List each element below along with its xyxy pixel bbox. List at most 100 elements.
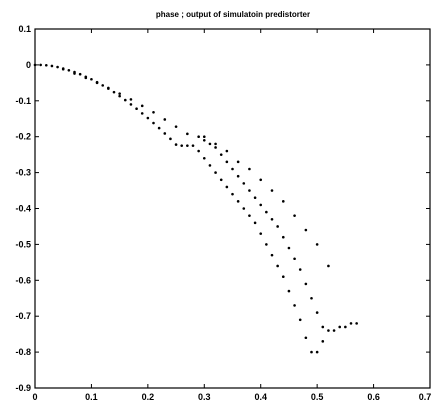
data-point <box>265 243 268 246</box>
x-tick-label: 0.2 <box>142 392 155 402</box>
data-point <box>355 322 358 325</box>
y-tick-label: -0.4 <box>15 204 31 214</box>
data-point <box>304 228 308 232</box>
y-tick-label: -0.1 <box>15 96 31 106</box>
data-point <box>298 318 302 322</box>
data-point <box>174 143 178 146</box>
data-point <box>304 282 308 286</box>
data-point <box>78 72 82 76</box>
data-point <box>214 171 217 174</box>
data-point <box>95 81 99 85</box>
data-point <box>152 110 155 114</box>
data-point <box>248 189 251 192</box>
data-point <box>236 160 240 164</box>
data-point <box>248 214 251 217</box>
data-point <box>332 329 336 332</box>
y-tick-label: 0.1 <box>18 24 31 34</box>
data-point <box>259 178 263 182</box>
data-point <box>73 72 76 75</box>
data-point <box>321 340 325 343</box>
data-point <box>270 253 274 257</box>
data-point <box>174 125 178 128</box>
data-point <box>56 65 59 69</box>
data-point <box>293 257 296 261</box>
data-point <box>259 232 263 235</box>
data-point <box>123 98 127 102</box>
data-point <box>310 296 313 300</box>
data-point <box>248 167 251 171</box>
y-tick-label: -0.3 <box>15 168 31 178</box>
data-point <box>225 149 229 153</box>
data-point <box>349 322 353 325</box>
data-point <box>157 126 161 130</box>
data-point <box>129 103 133 106</box>
y-axis-ticks: 0.1 0 -0.1 -0.2 -0.3 -0.4 -0.5 -0.6 -0.7 -0.8 -0.9 <box>15 24 430 393</box>
data-point <box>208 164 212 167</box>
x-tick-label: 0.7 <box>419 392 432 402</box>
data-point <box>84 76 88 80</box>
data-point <box>281 235 285 239</box>
data-point <box>327 329 330 332</box>
data-point <box>276 264 279 268</box>
data-point <box>270 217 274 221</box>
x-tick-label: 0.6 <box>367 392 380 402</box>
y-tick-label: 0 <box>26 60 31 70</box>
data-point <box>225 185 229 189</box>
data-point <box>287 289 291 293</box>
data-point <box>197 135 200 138</box>
data-point <box>236 174 240 178</box>
data-point <box>61 67 65 71</box>
plot-frame <box>34 28 431 389</box>
data-point <box>293 214 296 217</box>
data-point <box>344 325 347 329</box>
data-point <box>67 68 71 72</box>
data-point <box>202 138 206 142</box>
data-point <box>304 336 308 340</box>
data-point <box>265 210 268 214</box>
data-point <box>101 84 105 87</box>
y-tick-label: -0.8 <box>15 347 31 357</box>
y-tick-label: -0.9 <box>15 383 31 393</box>
data-point <box>214 146 217 149</box>
data-point <box>90 77 93 81</box>
data-point <box>327 264 330 268</box>
data-point <box>287 246 291 250</box>
data-point <box>118 94 121 98</box>
data-point <box>135 107 138 110</box>
data-point <box>236 200 240 203</box>
data-point <box>338 325 342 329</box>
data-point <box>281 275 285 279</box>
y-tick-label: -0.2 <box>15 132 31 142</box>
data-point <box>315 311 319 314</box>
y-tick-label: -0.7 <box>15 311 31 321</box>
y-tick-label: -0.5 <box>15 239 31 249</box>
data-point <box>253 221 257 225</box>
data-point <box>118 92 121 95</box>
data-point <box>208 142 212 146</box>
data-points <box>33 63 358 354</box>
data-point <box>242 207 246 210</box>
chart-title: phase ; output of simulatoin predistorte… <box>156 10 310 19</box>
data-point <box>321 325 325 329</box>
data-point <box>146 116 150 120</box>
data-point <box>259 203 263 207</box>
x-tick-label: 0 <box>32 392 37 402</box>
data-point <box>214 142 217 146</box>
data-point <box>39 63 42 67</box>
data-point <box>180 144 184 147</box>
x-tick-label: 0.3 <box>198 392 211 402</box>
data-point <box>50 64 54 68</box>
data-point <box>152 121 155 125</box>
data-point <box>276 225 279 228</box>
data-point <box>298 268 302 271</box>
data-point <box>33 63 37 67</box>
data-point <box>315 243 319 246</box>
data-point <box>163 118 167 121</box>
data-point <box>219 153 223 156</box>
data-point <box>231 167 234 171</box>
data-point <box>191 144 195 147</box>
data-point <box>219 178 223 182</box>
data-point <box>281 200 285 203</box>
y-tick-label: -0.6 <box>15 275 31 285</box>
